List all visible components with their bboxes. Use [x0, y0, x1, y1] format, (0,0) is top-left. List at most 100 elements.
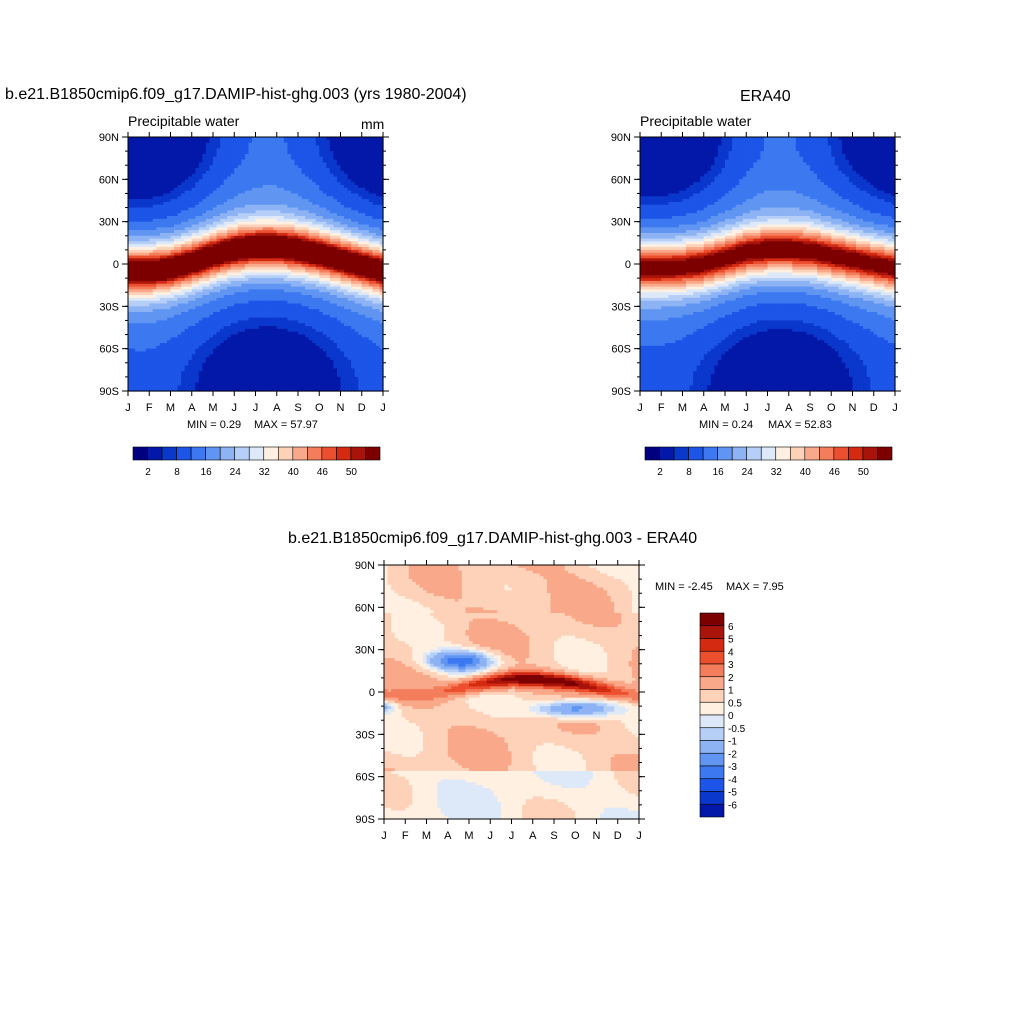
contour-cell [269, 193, 274, 197]
contour-cell [262, 151, 267, 155]
contour-cell [128, 196, 133, 200]
contour-cell [251, 162, 257, 166]
contour-cell [145, 218, 150, 223]
contour-cell [262, 230, 267, 234]
contour-cell [290, 213, 296, 217]
contour-cell [340, 216, 345, 220]
contour-cell [241, 207, 246, 211]
contour-cell [138, 145, 143, 149]
contour-cell [326, 232, 331, 237]
contour-cell [128, 193, 133, 197]
contour-cell [174, 207, 179, 211]
contour-cell [336, 193, 342, 197]
contour-cell [166, 207, 172, 211]
contour-cell [308, 153, 313, 158]
contour-cell [379, 182, 384, 186]
contour-cell [184, 159, 189, 163]
contour-cell [280, 199, 285, 203]
contour-cell [216, 162, 221, 166]
contour-cell [220, 151, 225, 155]
contour-cell [368, 201, 373, 206]
contour-cell [287, 173, 292, 178]
contour-cell [312, 151, 317, 155]
contour-cell [312, 182, 317, 186]
contour-cell [301, 213, 306, 217]
contour-cell [142, 190, 147, 195]
contour-cell [368, 204, 373, 209]
contour-cell [237, 190, 242, 195]
contour-cell [213, 153, 218, 158]
contour-cell [276, 153, 281, 158]
contour-cell [145, 193, 150, 197]
contour-cell [351, 162, 356, 166]
contour-cell [262, 221, 267, 226]
contour-cell [174, 210, 179, 214]
contour-cell [145, 210, 150, 214]
contour-cell [248, 221, 253, 226]
contour-cell [379, 159, 384, 163]
contour-cell [128, 142, 133, 147]
contour-cell [170, 210, 175, 214]
contour-cell [379, 179, 384, 183]
contour-cell [351, 153, 356, 158]
contour-cell [248, 213, 253, 217]
contour-cell [329, 148, 335, 152]
contour-cell [266, 196, 271, 200]
contour-cell [315, 201, 320, 206]
contour-cell [202, 213, 207, 217]
contour-cell [294, 196, 299, 200]
contour-cell [220, 190, 225, 195]
contour-cell [361, 201, 366, 206]
contour-cell [266, 204, 271, 209]
contour-cell [255, 221, 260, 226]
contour-cell [234, 218, 239, 223]
contour-cell [241, 199, 246, 203]
contour-cell [241, 145, 246, 149]
contour-cell [329, 168, 335, 172]
contour-cell [333, 159, 338, 163]
contour-cell [269, 207, 274, 211]
contour-cell [375, 165, 381, 169]
contour-cell [166, 216, 172, 220]
contour-cell [195, 148, 200, 152]
contour-cell [347, 224, 352, 228]
contour-cell [177, 184, 182, 189]
contour-cell [312, 184, 317, 189]
contour-cell [269, 204, 274, 209]
contour-cell [326, 210, 331, 214]
contour-cell [262, 201, 267, 206]
contour-cell [326, 176, 331, 180]
contour-cell [290, 176, 296, 180]
contour-cell [375, 148, 381, 152]
contour-cell [220, 230, 225, 234]
contour-cell [361, 216, 366, 220]
contour-cell [375, 151, 381, 155]
contour-cell [340, 182, 345, 186]
contour-cell [347, 179, 352, 183]
contour-cell [308, 168, 313, 172]
contour-cell [305, 199, 310, 203]
contour-cell [326, 199, 331, 203]
contour-cell [205, 148, 211, 152]
contour-cell [131, 137, 136, 141]
contour-cell [149, 218, 154, 223]
contour-cell [251, 187, 257, 192]
contour-cell [322, 218, 327, 223]
contour-cell [283, 207, 288, 211]
contour-cell [213, 230, 218, 234]
contour-cell [131, 224, 136, 228]
contour-cell [255, 196, 260, 200]
contour-cell [287, 207, 292, 211]
contour-cell [372, 170, 377, 175]
contour-cell [269, 162, 274, 166]
contour-cell [248, 193, 253, 197]
contour-cell [290, 159, 296, 163]
contour-cell [255, 210, 260, 214]
contour-cell [198, 227, 203, 231]
contour-cell [135, 227, 140, 231]
contour-cell [184, 210, 189, 214]
contour-cell [276, 190, 281, 195]
contour-cell [195, 168, 200, 172]
contour-cell [251, 176, 257, 180]
contour-cell [322, 176, 327, 180]
